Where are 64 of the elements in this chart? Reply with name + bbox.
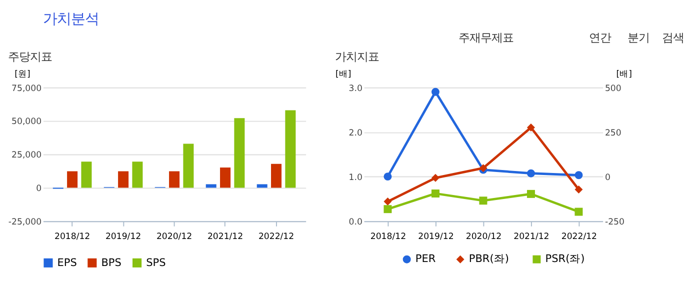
bar <box>206 184 216 188</box>
x-tick-label: 2022/12 <box>258 232 294 242</box>
legend-label: PER <box>415 253 436 266</box>
y2-tick-label: 500 <box>604 84 622 94</box>
y-axis-title: [원] <box>14 69 30 80</box>
bar <box>169 171 180 188</box>
y-axis-title: [배] <box>335 69 352 80</box>
y2-axis-title: [배] <box>616 69 632 80</box>
text: 주재무제표 <box>458 30 514 45</box>
y2-tick-label: 0 <box>604 172 610 183</box>
bar <box>81 162 92 188</box>
point <box>384 172 392 181</box>
x-tick-label: 2019/12 <box>105 232 142 242</box>
y-tick-label: 2.0 <box>348 128 362 138</box>
y-tick-label: 25,000 <box>12 150 42 161</box>
bar <box>118 171 129 188</box>
point <box>574 208 583 216</box>
bar <box>67 171 78 188</box>
x-tick-label: 2018/12 <box>54 232 90 242</box>
y-tick-label: 75,000 <box>12 84 42 94</box>
bar <box>256 184 268 188</box>
text: 검색 <box>662 30 684 45</box>
legend-label: PBR(좌) <box>468 253 509 266</box>
chart-title: 주당지표 <box>8 50 52 64</box>
legend-label: SPS <box>146 256 166 269</box>
bar <box>271 164 282 188</box>
bar <box>285 110 296 188</box>
point <box>479 196 488 205</box>
y2-tick-label: 250 <box>604 128 622 138</box>
bar <box>234 118 245 188</box>
y2-tick-label: -250 <box>604 217 624 228</box>
text: 연간 <box>589 30 612 45</box>
x-tick-label: 2022/12 <box>561 232 598 242</box>
x-tick-label: 2021/12 <box>207 232 244 242</box>
bar <box>220 168 231 188</box>
x-tick-label: 2021/12 <box>514 232 550 242</box>
text: 가치분석 <box>42 11 99 28</box>
point <box>384 198 392 206</box>
legend-label: BPS <box>101 256 122 269</box>
y-tick-label: 1.0 <box>348 172 362 183</box>
x-tick-label: 2020/12 <box>156 232 192 242</box>
x-tick-label: 2019/12 <box>418 232 454 242</box>
point <box>526 124 535 132</box>
y-tick-label: 50,000 <box>12 117 42 128</box>
point <box>526 169 535 178</box>
chart-title: 가치지표 <box>335 50 380 64</box>
x-tick-label: 2018/12 <box>370 232 406 242</box>
y-tick-label: 0 <box>36 184 42 194</box>
point <box>431 174 440 182</box>
point <box>574 185 583 194</box>
point <box>431 190 440 198</box>
point <box>526 190 535 198</box>
y-tick-label: 0.0 <box>348 217 362 228</box>
legend-label: EPS <box>57 256 78 269</box>
x-tick-label: 2020/12 <box>466 232 502 242</box>
point <box>431 88 440 96</box>
legend-label: PSR(좌) <box>545 253 585 266</box>
point <box>384 205 392 214</box>
bar <box>183 144 194 188</box>
y-tick-label: -25,000 <box>8 217 42 228</box>
y-tick-label: 3.0 <box>348 84 362 94</box>
text: 분기 <box>627 30 650 45</box>
point <box>574 171 583 180</box>
bar <box>132 162 143 188</box>
